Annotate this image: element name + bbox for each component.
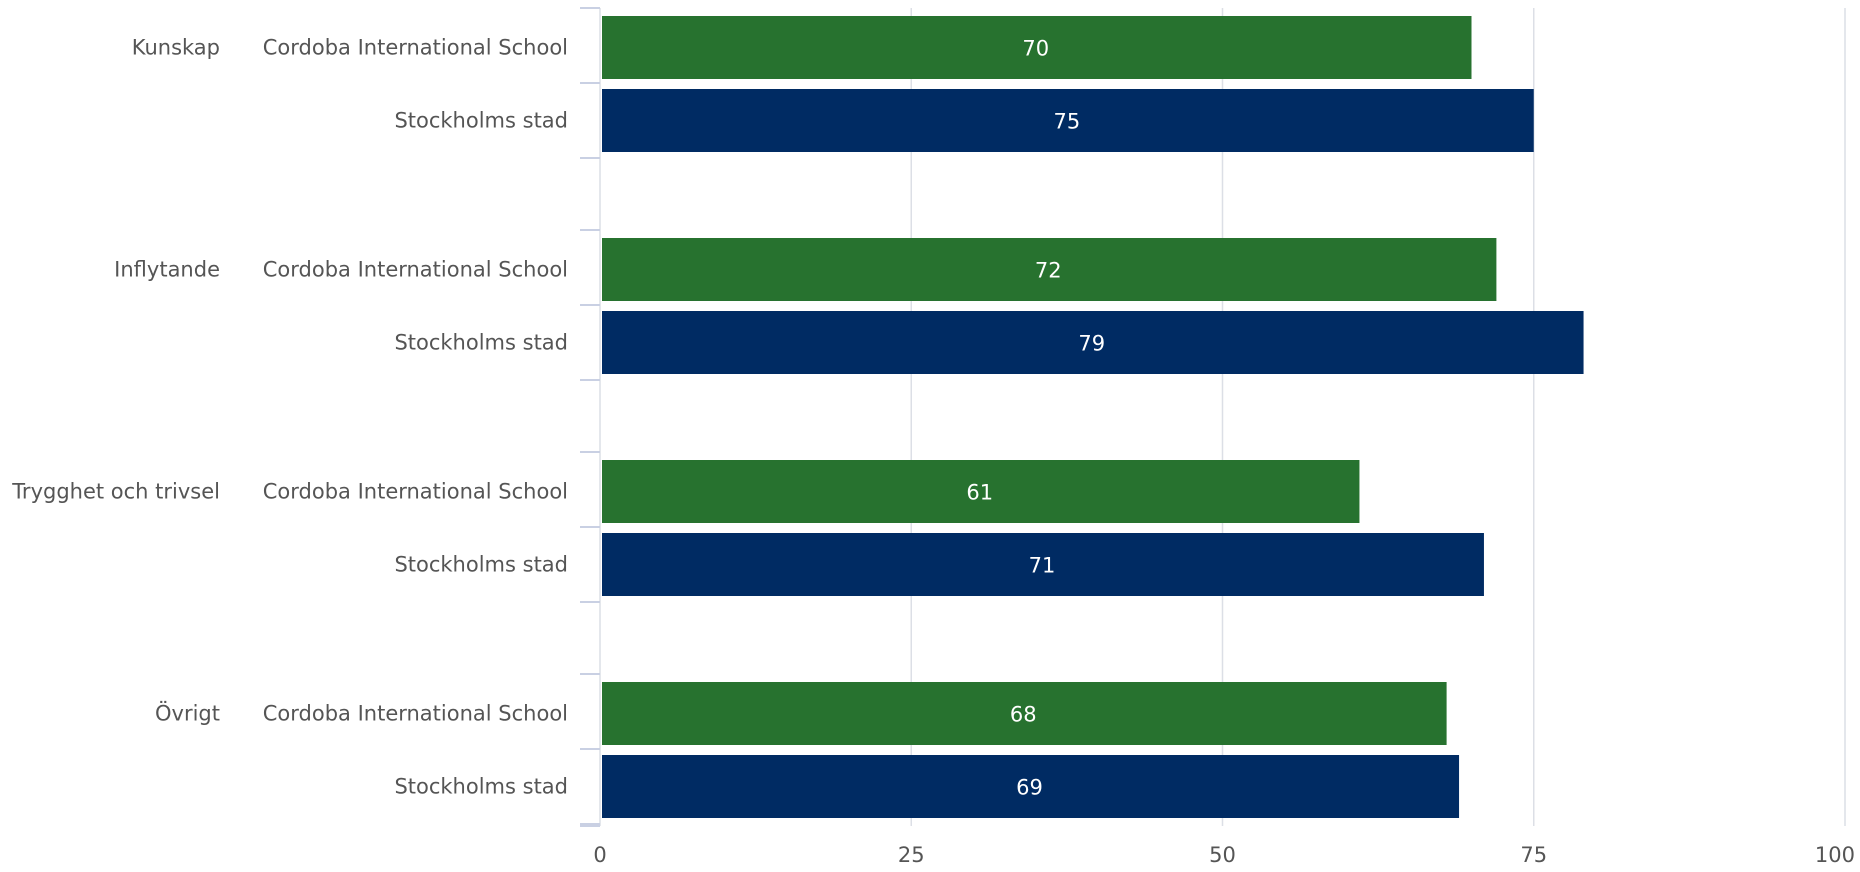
x-tick-label: 100 — [1815, 843, 1855, 867]
x-tick-label: 50 — [1209, 843, 1236, 867]
bar-school-3 — [602, 682, 1447, 745]
bar-city-3 — [602, 755, 1460, 818]
group-label: Trygghet och trivsel — [11, 480, 220, 504]
x-tick-label: 0 — [593, 843, 606, 867]
series-category-label: Cordoba International School — [263, 480, 568, 504]
data-label: 71 — [1029, 554, 1056, 578]
group-label: Kunskap — [132, 36, 220, 60]
bar-school-0 — [602, 16, 1472, 79]
bar-city-1 — [602, 311, 1584, 374]
x-tick-label: 75 — [1520, 843, 1547, 867]
data-label: 79 — [1078, 332, 1105, 356]
data-label: 75 — [1054, 110, 1081, 134]
bar-city-2 — [602, 533, 1484, 596]
bar-school-2 — [602, 460, 1360, 523]
series-category-label: Stockholms stad — [394, 553, 568, 577]
data-label: 61 — [966, 481, 993, 505]
group-label: Inflytande — [114, 258, 220, 282]
series-category-label: Stockholms stad — [394, 109, 568, 133]
series-category-label: Cordoba International School — [263, 36, 568, 60]
bar-city-0 — [602, 89, 1534, 152]
group-label: Övrigt — [155, 701, 220, 726]
x-tick-label: 25 — [898, 843, 925, 867]
data-label: 70 — [1022, 37, 1049, 61]
data-label: 68 — [1010, 703, 1037, 727]
series-category-label: Cordoba International School — [263, 702, 568, 726]
series-category-label: Cordoba International School — [263, 258, 568, 282]
series-category-label: Stockholms stad — [394, 775, 568, 799]
series-category-label: Stockholms stad — [394, 331, 568, 355]
data-label: 72 — [1035, 259, 1062, 283]
data-label: 69 — [1016, 776, 1043, 800]
bar-school-1 — [602, 238, 1497, 301]
